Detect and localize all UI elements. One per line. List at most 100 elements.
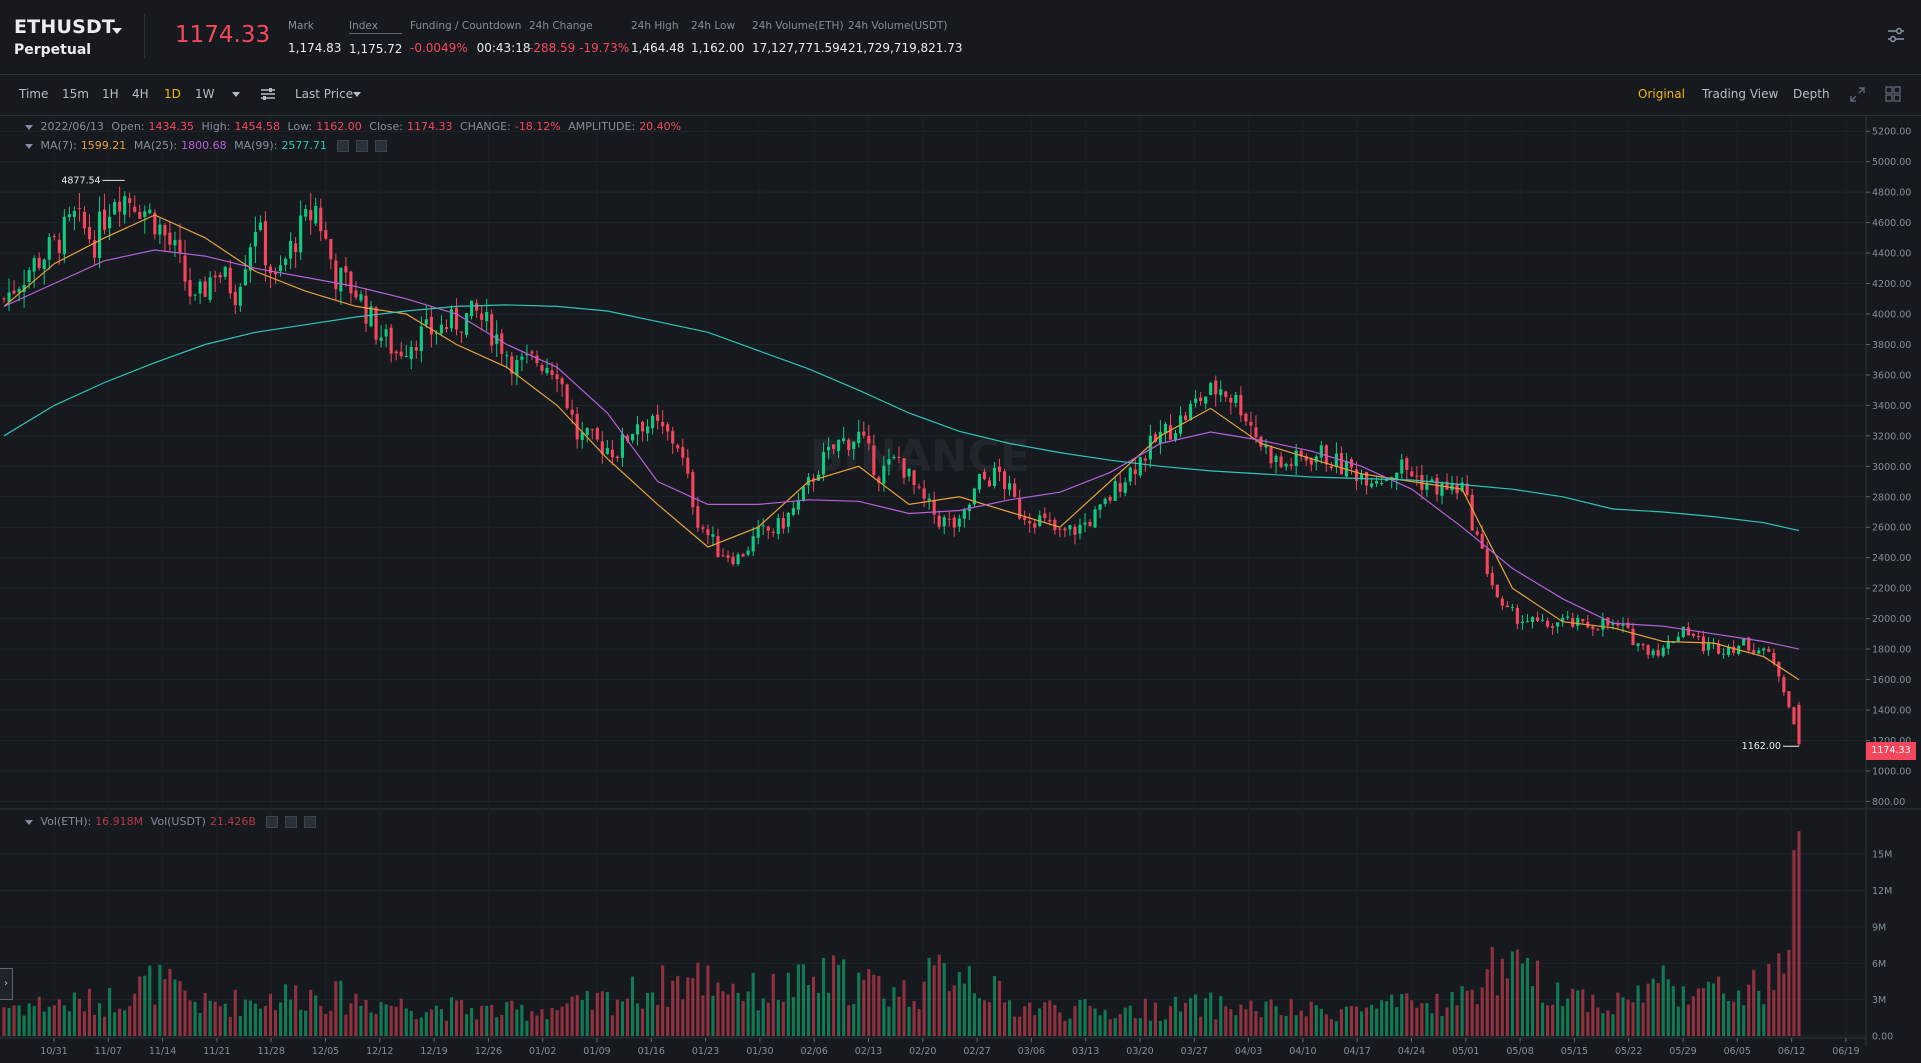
candle-body bbox=[1138, 457, 1142, 476]
layout-grid-icon[interactable] bbox=[1885, 86, 1901, 102]
candle-body bbox=[1309, 458, 1313, 465]
eye-icon[interactable] bbox=[266, 816, 279, 828]
volume-bar bbox=[776, 999, 780, 1036]
volume-bar bbox=[203, 993, 207, 1036]
settings-icon[interactable] bbox=[356, 140, 369, 152]
close-icon[interactable] bbox=[375, 140, 388, 152]
volume-legend: Vol(ETH): 16.918M Vol(USDT) 21.426B bbox=[25, 815, 320, 828]
stat-label[interactable]: Index bbox=[349, 20, 403, 34]
interval-1d[interactable]: 1D bbox=[164, 87, 181, 101]
interval-1w[interactable]: 1W bbox=[195, 87, 215, 101]
fullscreen-icon[interactable] bbox=[1850, 87, 1865, 102]
collapse-caret-icon[interactable] bbox=[25, 819, 33, 825]
volume-bars bbox=[2, 831, 1801, 1036]
sliders-icon[interactable] bbox=[1887, 27, 1905, 43]
candle-body bbox=[1299, 450, 1303, 457]
volume-bar bbox=[243, 999, 247, 1036]
volume-bar bbox=[565, 1003, 569, 1036]
chevron-down-icon[interactable] bbox=[112, 28, 122, 34]
candle-body bbox=[319, 207, 323, 232]
candle-body bbox=[2, 298, 6, 300]
candle-body bbox=[173, 240, 177, 246]
interval-time[interactable]: Time bbox=[19, 87, 49, 101]
candle-body bbox=[379, 337, 383, 341]
date-tick-label: 12/26 bbox=[475, 1046, 502, 1057]
stat-index[interactable]: Index 1,175.72 bbox=[349, 20, 403, 56]
volume-bar bbox=[837, 964, 841, 1036]
indicator-settings-icon[interactable] bbox=[260, 87, 276, 101]
chevron-right-icon[interactable]: › bbox=[0, 968, 13, 1000]
volume-bar bbox=[52, 1005, 56, 1036]
volume-bar bbox=[1073, 1006, 1077, 1036]
candle-body bbox=[741, 554, 745, 557]
legend-vol-usdt: 21.426B bbox=[209, 815, 256, 828]
interval-4h[interactable]: 4H bbox=[132, 87, 149, 101]
collapse-caret-icon[interactable] bbox=[25, 143, 33, 149]
more-intervals-chevron-icon[interactable] bbox=[232, 92, 240, 97]
volume-bar bbox=[1259, 1017, 1263, 1036]
volume-bar bbox=[1515, 949, 1519, 1036]
candle-body bbox=[1359, 474, 1364, 480]
volume-bar bbox=[827, 992, 831, 1036]
candle-body bbox=[1093, 509, 1097, 528]
view-trading-view[interactable]: Trading View bbox=[1702, 87, 1779, 101]
legend-high-label: High: bbox=[201, 120, 231, 133]
volume-bar bbox=[449, 997, 454, 1036]
interval-15m[interactable]: 15m bbox=[62, 87, 89, 101]
volume-bar bbox=[344, 1014, 348, 1036]
candle-body bbox=[133, 206, 137, 212]
symbol-name[interactable]: ETHUSDT bbox=[14, 16, 116, 38]
legend-ma25: 1800.68 bbox=[181, 139, 227, 152]
price-tick-label: 3800.00 bbox=[1872, 340, 1911, 351]
volume-bar bbox=[364, 999, 368, 1036]
extreme-markers: 4877.54 1162.00 bbox=[61, 175, 1799, 752]
settings-icon[interactable] bbox=[285, 816, 298, 828]
eye-icon[interactable] bbox=[337, 140, 350, 152]
close-icon[interactable] bbox=[304, 816, 317, 828]
volume-bar bbox=[786, 972, 790, 1036]
stat-label: 24h Volume(USDT) bbox=[848, 20, 948, 32]
candle-body bbox=[1279, 456, 1283, 467]
candle-body bbox=[827, 446, 831, 451]
date-tick-label: 03/06 bbox=[1018, 1046, 1045, 1057]
view-depth[interactable]: Depth bbox=[1793, 87, 1830, 101]
collapse-caret-icon[interactable] bbox=[25, 124, 33, 130]
volume-bar bbox=[253, 1003, 257, 1036]
legend-high: 1454.58 bbox=[234, 120, 281, 133]
legend-amplitude-label: AMPLITUDE: bbox=[568, 120, 636, 133]
volume-bar bbox=[379, 1002, 383, 1036]
volume-bar bbox=[1033, 1015, 1037, 1036]
volume-bar bbox=[1797, 831, 1801, 1036]
price-type-select[interactable]: Last Price bbox=[295, 87, 354, 101]
candle-body bbox=[439, 324, 443, 334]
volume-bar bbox=[248, 1000, 252, 1036]
volume-bar bbox=[736, 992, 740, 1036]
candle-body bbox=[414, 346, 418, 351]
candle-body bbox=[92, 240, 97, 258]
price-tick-label: 3200.00 bbox=[1872, 431, 1911, 442]
interval-1h[interactable]: 1H bbox=[102, 87, 119, 101]
symbol-selector[interactable]: ETHUSDT Perpetual bbox=[14, 16, 115, 58]
candle-body bbox=[138, 212, 142, 219]
volume-bar bbox=[1767, 964, 1771, 1036]
volume-bar bbox=[1586, 1011, 1590, 1036]
date-tick-label: 04/10 bbox=[1289, 1046, 1316, 1057]
volume-bar bbox=[1319, 1008, 1323, 1036]
volume-bar bbox=[319, 1005, 323, 1036]
volume-bar bbox=[852, 1004, 856, 1036]
volume-bar bbox=[716, 982, 720, 1036]
volume-bar bbox=[1611, 1014, 1615, 1036]
volume-bar bbox=[1168, 1006, 1173, 1036]
price-type-chevron-icon[interactable] bbox=[353, 92, 361, 97]
volume-bar bbox=[188, 1000, 192, 1036]
volume-bar bbox=[1078, 999, 1082, 1036]
volume-bar bbox=[1621, 997, 1625, 1036]
price-tick-label: 4800.00 bbox=[1872, 188, 1911, 199]
volume-bar bbox=[1088, 1006, 1092, 1036]
candle-body bbox=[1591, 626, 1595, 630]
candle-body bbox=[756, 526, 760, 538]
candlestick-chart[interactable]: BINANCE 800.001000.001200.001400.001600.… bbox=[0, 116, 1921, 1063]
view-original[interactable]: Original bbox=[1638, 87, 1685, 101]
candle-body bbox=[273, 271, 278, 275]
volume-bar bbox=[454, 1000, 459, 1036]
